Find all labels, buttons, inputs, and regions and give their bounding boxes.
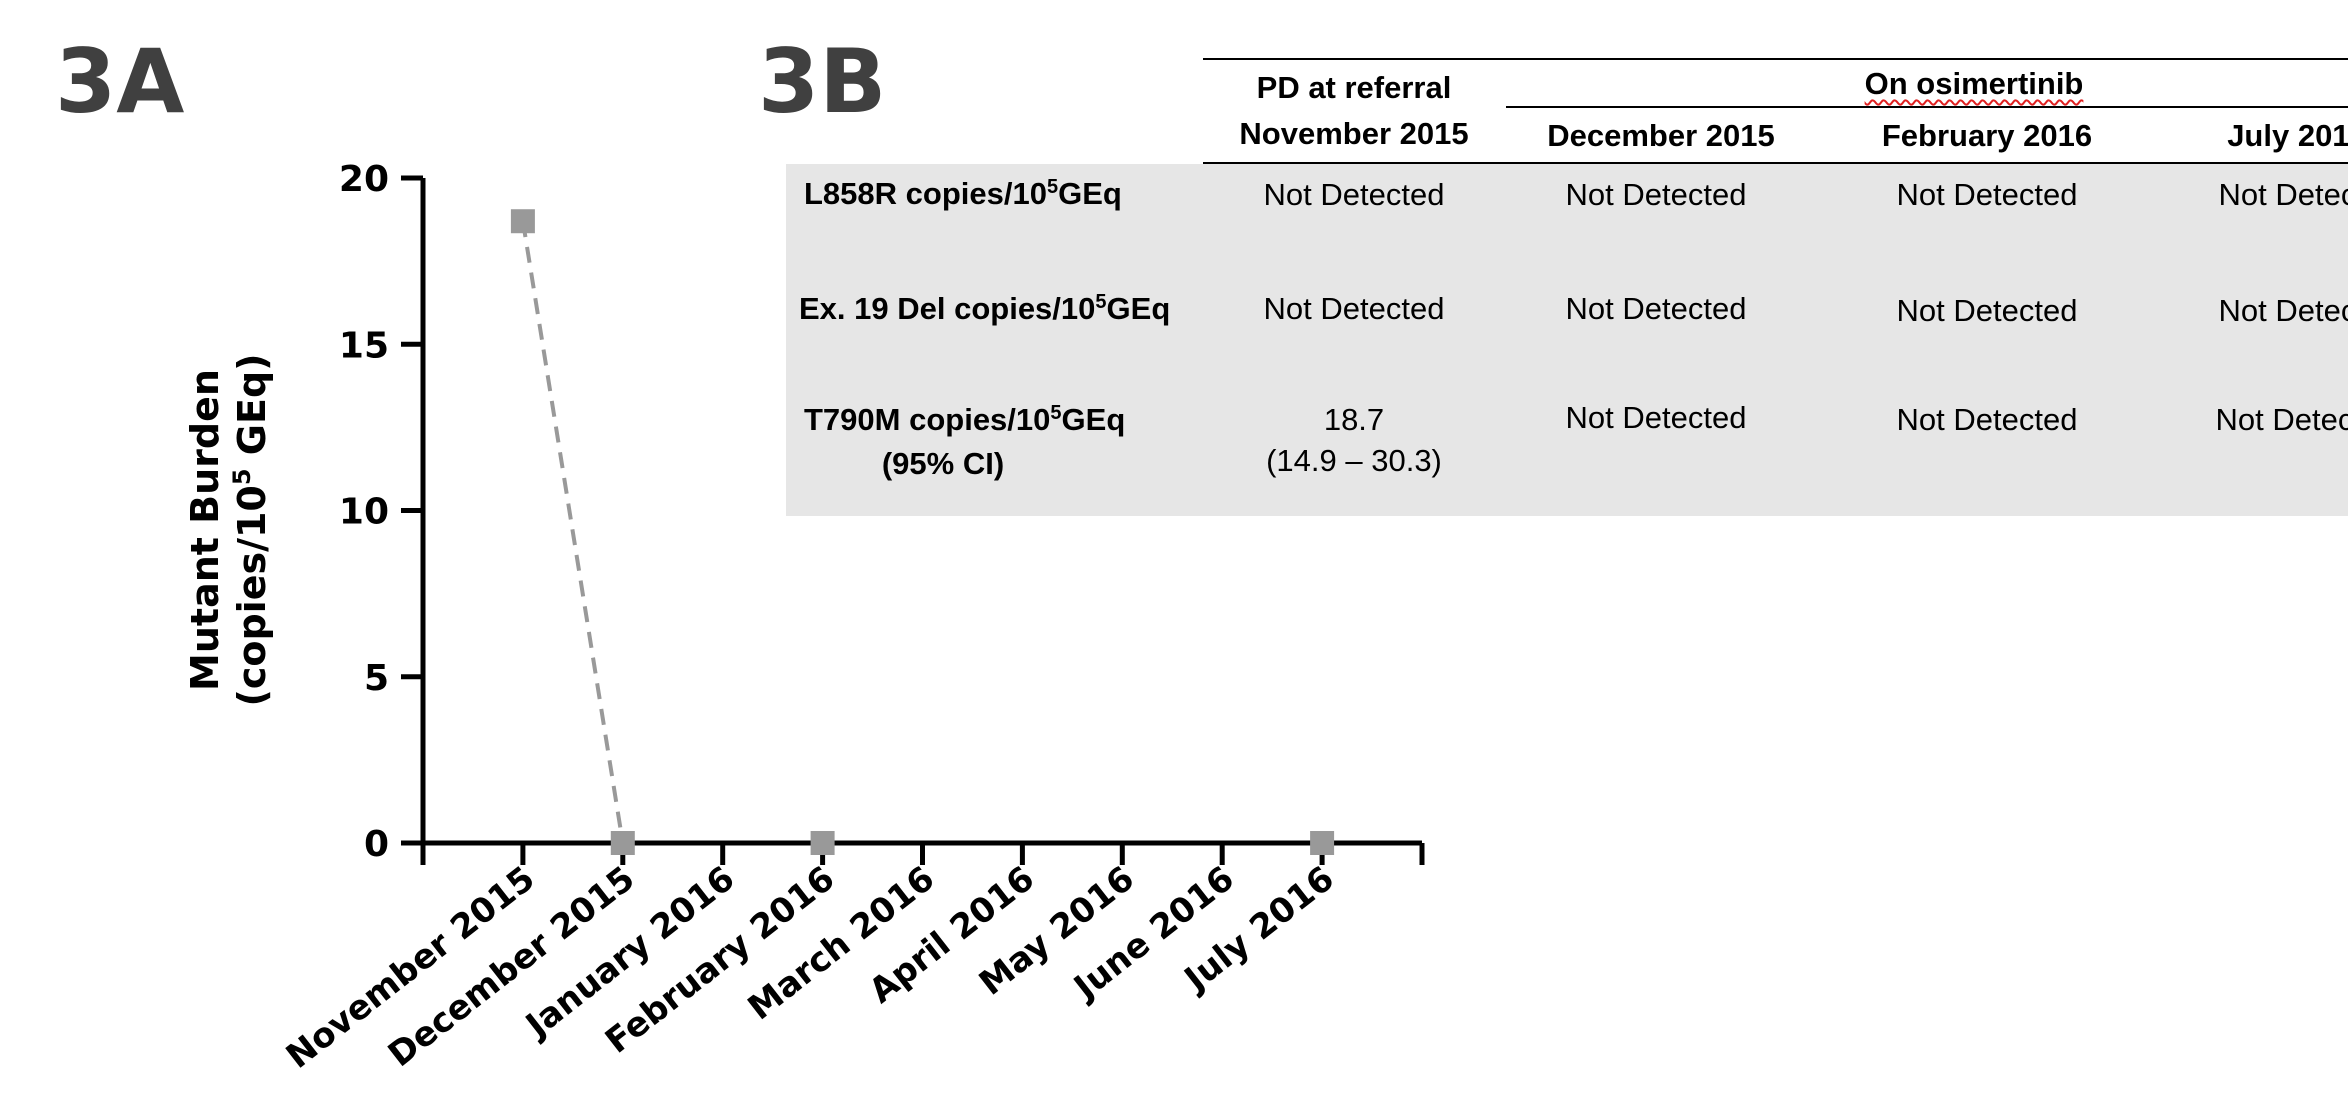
header-col-3: July 2016 bbox=[2227, 118, 2348, 153]
cell-t790m-pd-ci: (14.9 – 30.3) bbox=[1266, 443, 1442, 478]
y-axis-label-line2-sup: 5 bbox=[228, 468, 256, 485]
y-axis-label: Mutant Burden (copies/105 GEq) bbox=[183, 353, 274, 706]
data-point bbox=[1310, 831, 1335, 855]
row-label-ex19del-sup: 5 bbox=[1095, 291, 1107, 313]
cell-t790m-feb2016: Not Detected bbox=[1896, 402, 2078, 437]
table-top-rule bbox=[1203, 58, 2348, 60]
y-axis-label-line2: (copies/105 GEq) bbox=[228, 353, 274, 706]
header-pd-line1: PD at referral bbox=[1256, 70, 1452, 105]
row-label-t790m-sup: 5 bbox=[1050, 402, 1062, 424]
data-point bbox=[810, 831, 835, 855]
panel-label-3a: 3A bbox=[55, 30, 185, 133]
row-label-t790m-prefix: T790M copies/10 bbox=[804, 402, 1051, 437]
y-tick-label: 20 bbox=[339, 159, 389, 200]
table-shaded-body bbox=[786, 164, 2348, 516]
y-tick-label: 0 bbox=[364, 824, 389, 865]
header-group: On osimertinib bbox=[1864, 66, 2084, 101]
y-ticks: 0 5 10 15 20 bbox=[339, 159, 423, 865]
y-tick-label: 10 bbox=[339, 492, 389, 533]
cell-l858r-dec2015: Not Detected bbox=[1565, 177, 1747, 212]
cell-ex19del-dec2015: Not Detected bbox=[1565, 291, 1747, 326]
row-label-t790m-line1: T790M copies/105GEq bbox=[804, 402, 1125, 438]
y-tick-label: 15 bbox=[339, 325, 389, 366]
row-label-ex19del-prefix: Ex. 19 Del copies/10 bbox=[799, 291, 1096, 326]
series-line bbox=[520, 220, 625, 844]
y-axis-label-line2-suffix: GEq) bbox=[230, 353, 274, 468]
y-axis-label-line2-prefix: (copies/10 bbox=[230, 485, 274, 706]
data-point bbox=[510, 209, 535, 234]
mutant-burden-chart: Mutant Burden (copies/105 GEq) 05101520 … bbox=[183, 159, 1425, 1077]
cell-ex19del-jul2016: Not Detected bbox=[2218, 293, 2348, 328]
header-col-2: February 2016 bbox=[1881, 118, 2093, 153]
y-tick-label: 5 bbox=[364, 658, 389, 699]
data-point bbox=[610, 831, 635, 855]
y-axis-label-line1: Mutant Burden bbox=[183, 369, 227, 691]
row-label-t790m-line2: (95% CI) bbox=[881, 446, 1005, 481]
cell-ex19del-feb2016: Not Detected bbox=[1896, 293, 2078, 328]
row-label-ex19del-suffix: GEq bbox=[1106, 291, 1171, 326]
series bbox=[510, 209, 1335, 855]
cell-l858r-feb2016: Not Detected bbox=[1896, 177, 2078, 212]
cell-l858r-pd: Not Detected bbox=[1263, 177, 1445, 212]
cell-ex19del-pd: Not Detected bbox=[1263, 291, 1445, 326]
row-label-ex19del: Ex. 19 Del copies/105GEq bbox=[799, 291, 1170, 327]
table-header-rule bbox=[1203, 162, 2348, 164]
row-label-t790m: T790M copies/105GEq (95% CI) bbox=[804, 402, 1125, 482]
header-pd-line2: November 2015 bbox=[1239, 116, 1469, 151]
panel-label-3b: 3B bbox=[758, 30, 887, 133]
cell-t790m-jul2016: Not Detected bbox=[2215, 402, 2348, 437]
cell-l858r-jul2016: Not Detected bbox=[2218, 177, 2348, 212]
cell-t790m-pd: 18.7 bbox=[1323, 402, 1385, 437]
row-label-l858r: L858R copies/105GEq bbox=[804, 176, 1122, 212]
results-table: PD at referral November 2015 On osimerti… bbox=[786, 58, 2348, 516]
row-label-l858r-sup: 5 bbox=[1046, 176, 1059, 198]
table-group-rule bbox=[1506, 106, 2348, 108]
row-label-t790m-suffix: GEq bbox=[1061, 402, 1126, 437]
header-col-1: December 2015 bbox=[1547, 118, 1775, 153]
cell-t790m-dec2015: Not Detected bbox=[1565, 400, 1747, 435]
row-label-l858r-prefix: L858R copies/10 bbox=[804, 176, 1047, 211]
row-label-l858r-suffix: GEq bbox=[1058, 176, 1122, 211]
